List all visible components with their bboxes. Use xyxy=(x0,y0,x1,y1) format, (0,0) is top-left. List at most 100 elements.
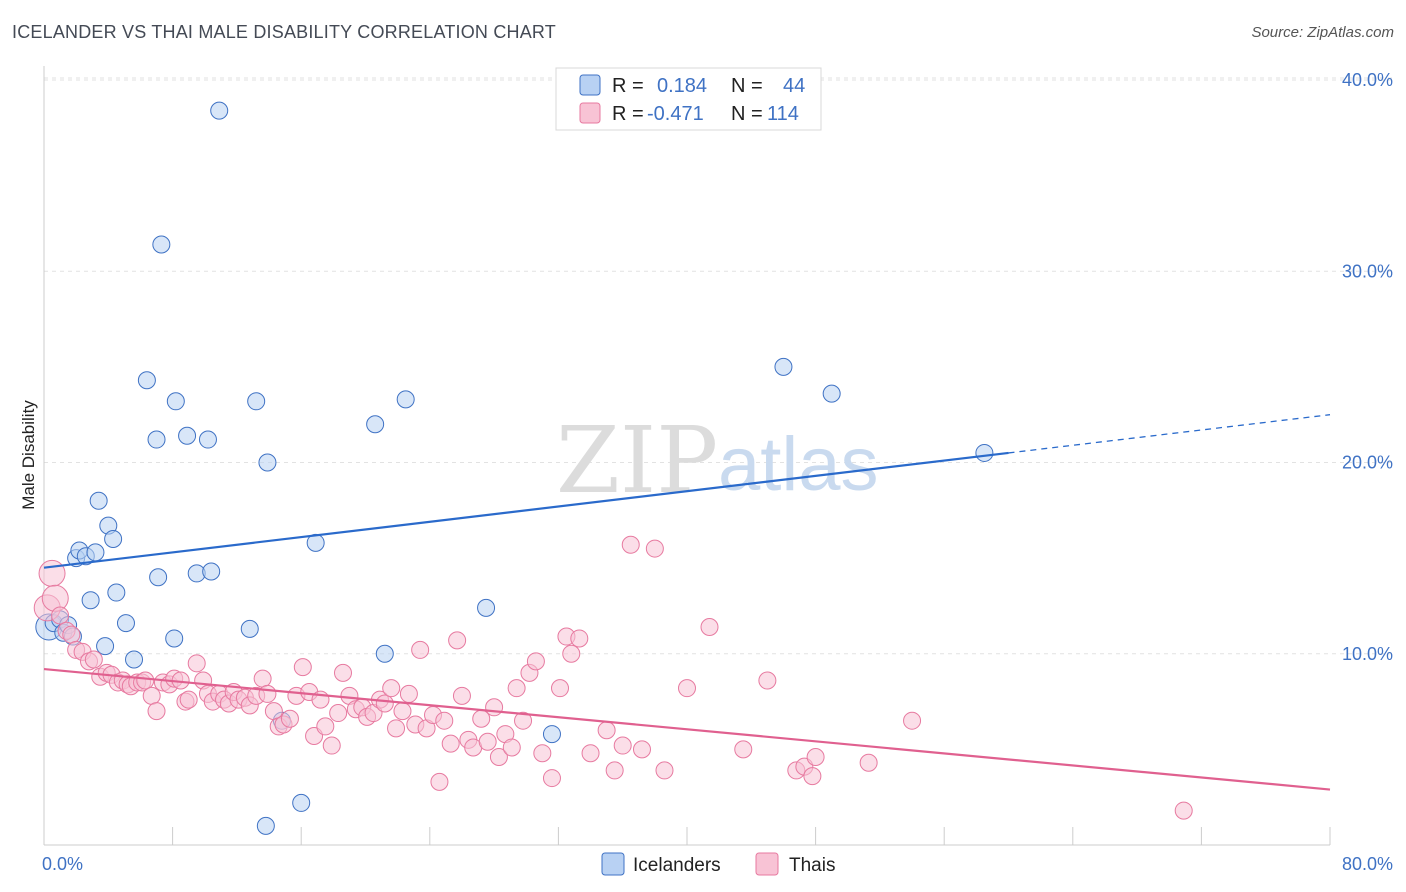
point-thais-74 xyxy=(452,686,471,705)
grid-lines xyxy=(44,77,1392,655)
point-thais-96 xyxy=(613,736,632,755)
point-icelanders-20 xyxy=(149,568,168,587)
point-thais-83 xyxy=(507,679,526,698)
bottom-legend-swatch-thais xyxy=(755,852,779,876)
point-thais-47 xyxy=(293,658,312,677)
point-thais-28 xyxy=(187,654,206,673)
legend-swatch-thais xyxy=(579,102,601,124)
point-thais-79 xyxy=(485,698,504,717)
point-thais-98 xyxy=(632,740,651,759)
point-icelanders-29 xyxy=(240,619,259,638)
point-thais-52 xyxy=(322,736,341,755)
point-icelanders-40 xyxy=(774,357,793,376)
x-tick-label-0: 0.0% xyxy=(42,854,83,874)
point-icelanders-42 xyxy=(975,443,994,462)
point-icelanders-9 xyxy=(81,591,100,610)
point-icelanders-39 xyxy=(542,725,561,744)
point-thais-86 xyxy=(526,652,545,671)
legend-n-value-1: 114 xyxy=(767,103,799,125)
point-thais-109 xyxy=(859,753,878,772)
legend-n-value-0: 44 xyxy=(783,75,805,97)
y-tick-label-3: 40.0% xyxy=(1342,70,1393,90)
point-thais-72 xyxy=(441,734,460,753)
point-thais-45 xyxy=(280,709,299,728)
legend-n-label-0: N = xyxy=(731,75,763,97)
point-icelanders-27 xyxy=(202,562,221,581)
x-tick-label-1: 80.0% xyxy=(1342,854,1393,874)
point-thais-27 xyxy=(179,690,198,709)
point-icelanders-43 xyxy=(256,816,275,835)
point-thais-2 xyxy=(41,584,69,612)
legend-r-label-0: R = xyxy=(612,75,644,97)
point-icelanders-41 xyxy=(822,384,841,403)
series-legend: Icelanders Thais xyxy=(601,852,835,876)
point-icelanders-38 xyxy=(477,598,496,617)
point-thais-87 xyxy=(533,744,552,763)
point-thais-88 xyxy=(542,769,561,788)
point-thais-21 xyxy=(147,702,166,721)
point-icelanders-26 xyxy=(198,430,217,449)
trend-line-thais xyxy=(43,667,1331,791)
point-thais-67 xyxy=(411,640,430,659)
point-thais-101 xyxy=(678,679,696,698)
point-thais-40 xyxy=(253,669,272,688)
legend-r-value-0: 0.184 xyxy=(657,75,707,97)
point-icelanders-21 xyxy=(152,235,171,254)
point-thais-107 xyxy=(803,767,822,786)
point-icelanders-23 xyxy=(166,392,185,411)
point-icelanders-31 xyxy=(258,453,277,472)
point-thais-111 xyxy=(1174,801,1193,820)
point-icelanders-11 xyxy=(89,491,108,510)
axes: 10.0% 20.0% 30.0% 40.0% 0.0% 80.0% xyxy=(42,66,1393,874)
point-thais-89 xyxy=(551,679,570,698)
point-thais-100 xyxy=(655,761,674,780)
y-tick-label-2: 30.0% xyxy=(1342,261,1393,281)
point-icelanders-28 xyxy=(210,101,229,120)
point-icelanders-24 xyxy=(178,426,197,445)
point-thais-63 xyxy=(387,719,406,738)
point-icelanders-14 xyxy=(104,530,123,548)
bottom-legend-swatch-icelanders xyxy=(601,852,625,876)
point-thais-103 xyxy=(734,740,753,759)
point-icelanders-35 xyxy=(366,415,385,434)
legend-r-value-1: -0.471 xyxy=(647,103,704,125)
point-thais-51 xyxy=(316,717,335,736)
chart-title: ICELANDER VS THAI MALE DISABILITY CORREL… xyxy=(12,22,556,42)
point-thais-91 xyxy=(562,644,581,663)
point-thais-1 xyxy=(38,559,66,587)
source-label: Source: ZipAtlas.com xyxy=(1251,24,1394,41)
data-points xyxy=(33,101,1193,835)
point-thais-94 xyxy=(597,721,616,740)
y-tick-label-1: 20.0% xyxy=(1342,453,1393,473)
point-icelanders-30 xyxy=(247,392,266,411)
point-icelanders-12 xyxy=(96,637,115,656)
point-icelanders-19 xyxy=(147,430,166,449)
point-thais-110 xyxy=(903,711,922,730)
point-thais-64 xyxy=(393,702,412,721)
point-thais-93 xyxy=(581,744,600,763)
point-thais-102 xyxy=(700,617,719,636)
point-thais-19 xyxy=(136,671,155,690)
point-thais-65 xyxy=(399,684,418,703)
point-thais-92 xyxy=(570,629,589,648)
point-thais-5 xyxy=(62,625,81,644)
point-thais-20 xyxy=(142,686,161,705)
point-thais-9 xyxy=(84,650,103,669)
point-icelanders-37 xyxy=(396,390,415,409)
trend-line-icelanders xyxy=(43,451,1009,569)
watermark: ZIP atlas xyxy=(556,407,879,514)
point-thais-73 xyxy=(448,631,467,650)
point-icelanders-33 xyxy=(292,793,311,812)
bottom-legend-label-thais: Thais xyxy=(789,855,835,876)
point-icelanders-16 xyxy=(116,614,135,633)
correlation-legend: R = 0.184 N = 44 R = -0.471 N = 114 xyxy=(555,67,822,131)
point-thais-104 xyxy=(758,671,777,690)
point-thais-78 xyxy=(478,732,497,751)
point-thais-41 xyxy=(258,684,277,703)
point-thais-61 xyxy=(375,694,394,713)
trend-lines xyxy=(43,414,1331,791)
point-icelanders-17 xyxy=(125,650,144,669)
point-thais-99 xyxy=(645,539,664,558)
trend-line-extension-icelanders xyxy=(1008,414,1331,454)
